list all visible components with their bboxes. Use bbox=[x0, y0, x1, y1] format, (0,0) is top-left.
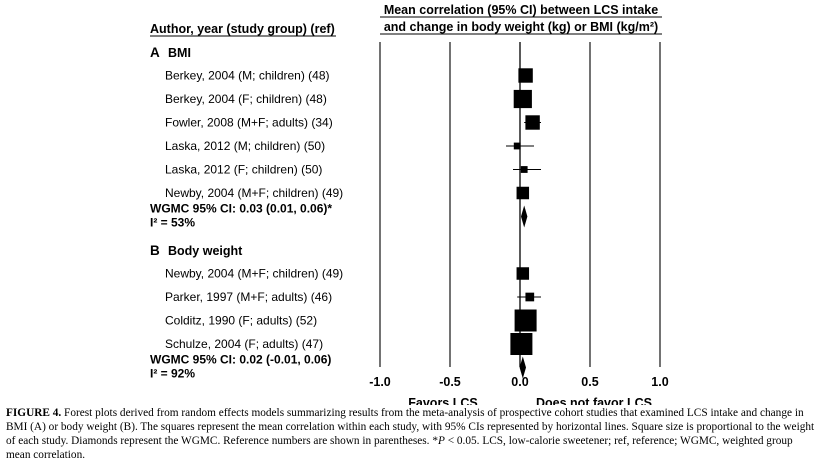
heterogeneity-label: I² = 53% bbox=[150, 216, 195, 230]
study-label: Berkey, 2004 (F; children) (48) bbox=[165, 92, 327, 106]
plot-area: Mean correlation (95% CI) between LCS in… bbox=[369, 3, 669, 405]
study-label-column: Author, year (study group) (ref) A BMI Berk… bbox=[150, 22, 343, 381]
study-label: Laska, 2012 (F; children) (50) bbox=[165, 163, 322, 177]
study-label: Berkey, 2004 (M; children) (48) bbox=[165, 69, 330, 83]
summary-diamond bbox=[521, 205, 528, 228]
section-header-b: B Body weight bbox=[150, 243, 243, 258]
favors-lcs-label: Favors LCS bbox=[408, 396, 477, 405]
x-tick-label: 1.0 bbox=[651, 375, 668, 389]
study-point-square bbox=[516, 267, 530, 280]
study-label: Laska, 2012 (M; children) (50) bbox=[165, 139, 325, 153]
x-tick-label: -1.0 bbox=[369, 375, 391, 389]
section-letter: A bbox=[150, 45, 160, 60]
caption-p-symbol: P bbox=[437, 435, 445, 447]
study-point-square bbox=[525, 115, 540, 130]
study-label: Parker, 1997 (M+F; adults) (46) bbox=[165, 290, 332, 304]
right-header-line-2: and change in body weight (kg) or BMI (k… bbox=[384, 20, 658, 34]
heterogeneity-label: I² = 92% bbox=[150, 367, 195, 381]
study-point-square bbox=[525, 292, 535, 302]
x-tick-label: -0.5 bbox=[439, 375, 461, 389]
study-point-square bbox=[518, 68, 533, 83]
study-label: Schulze, 2004 (F; adults) (47) bbox=[165, 337, 323, 351]
study-label: Newby, 2004 (M+F; children) (49) bbox=[165, 186, 343, 200]
section-title: Body weight bbox=[168, 244, 243, 258]
study-point-square bbox=[514, 309, 537, 332]
study-label: Fowler, 2008 (M+F; adults) (34) bbox=[165, 116, 333, 130]
forest-plot: Author, year (study group) (ref) A BMI Berk… bbox=[150, 3, 669, 405]
study-point-square bbox=[513, 142, 521, 150]
does-not-favor-label: Does not favor LCS bbox=[536, 396, 652, 405]
study-point-square bbox=[513, 89, 532, 109]
left-column-header: Author, year (study group) (ref) bbox=[150, 22, 335, 36]
section-header-a: A BMI bbox=[150, 45, 191, 60]
figure-caption: FIGURE 4. Forest plots derived from rand… bbox=[6, 406, 816, 462]
study-point-square bbox=[516, 186, 530, 200]
right-header-line-1: Mean correlation (95% CI) between LCS in… bbox=[384, 3, 658, 17]
study-label: Colditz, 1990 (F; adults) (52) bbox=[165, 314, 317, 328]
summary-diamond bbox=[519, 356, 526, 379]
caption-label: FIGURE 4. bbox=[6, 407, 62, 419]
caption-text-1: Forest plots derived from random effects… bbox=[6, 407, 815, 447]
study-point-square bbox=[510, 333, 533, 355]
study-label: Newby, 2004 (M+F; children) (49) bbox=[165, 267, 343, 281]
caption-text-2: < 0.05. LCS, low-calorie sweetener; ref,… bbox=[6, 435, 793, 461]
study-point-square bbox=[520, 166, 528, 173]
summary-label: WGMC 95% CI: 0.03 (0.01, 0.06)* bbox=[150, 202, 332, 216]
summary-label: WGMC 95% CI: 0.02 (-0.01, 0.06) bbox=[150, 353, 331, 367]
section-letter: B bbox=[150, 243, 160, 258]
x-tick-label: 0.5 bbox=[581, 375, 598, 389]
section-title: BMI bbox=[168, 46, 191, 60]
x-tick-label: 0.0 bbox=[511, 375, 528, 389]
